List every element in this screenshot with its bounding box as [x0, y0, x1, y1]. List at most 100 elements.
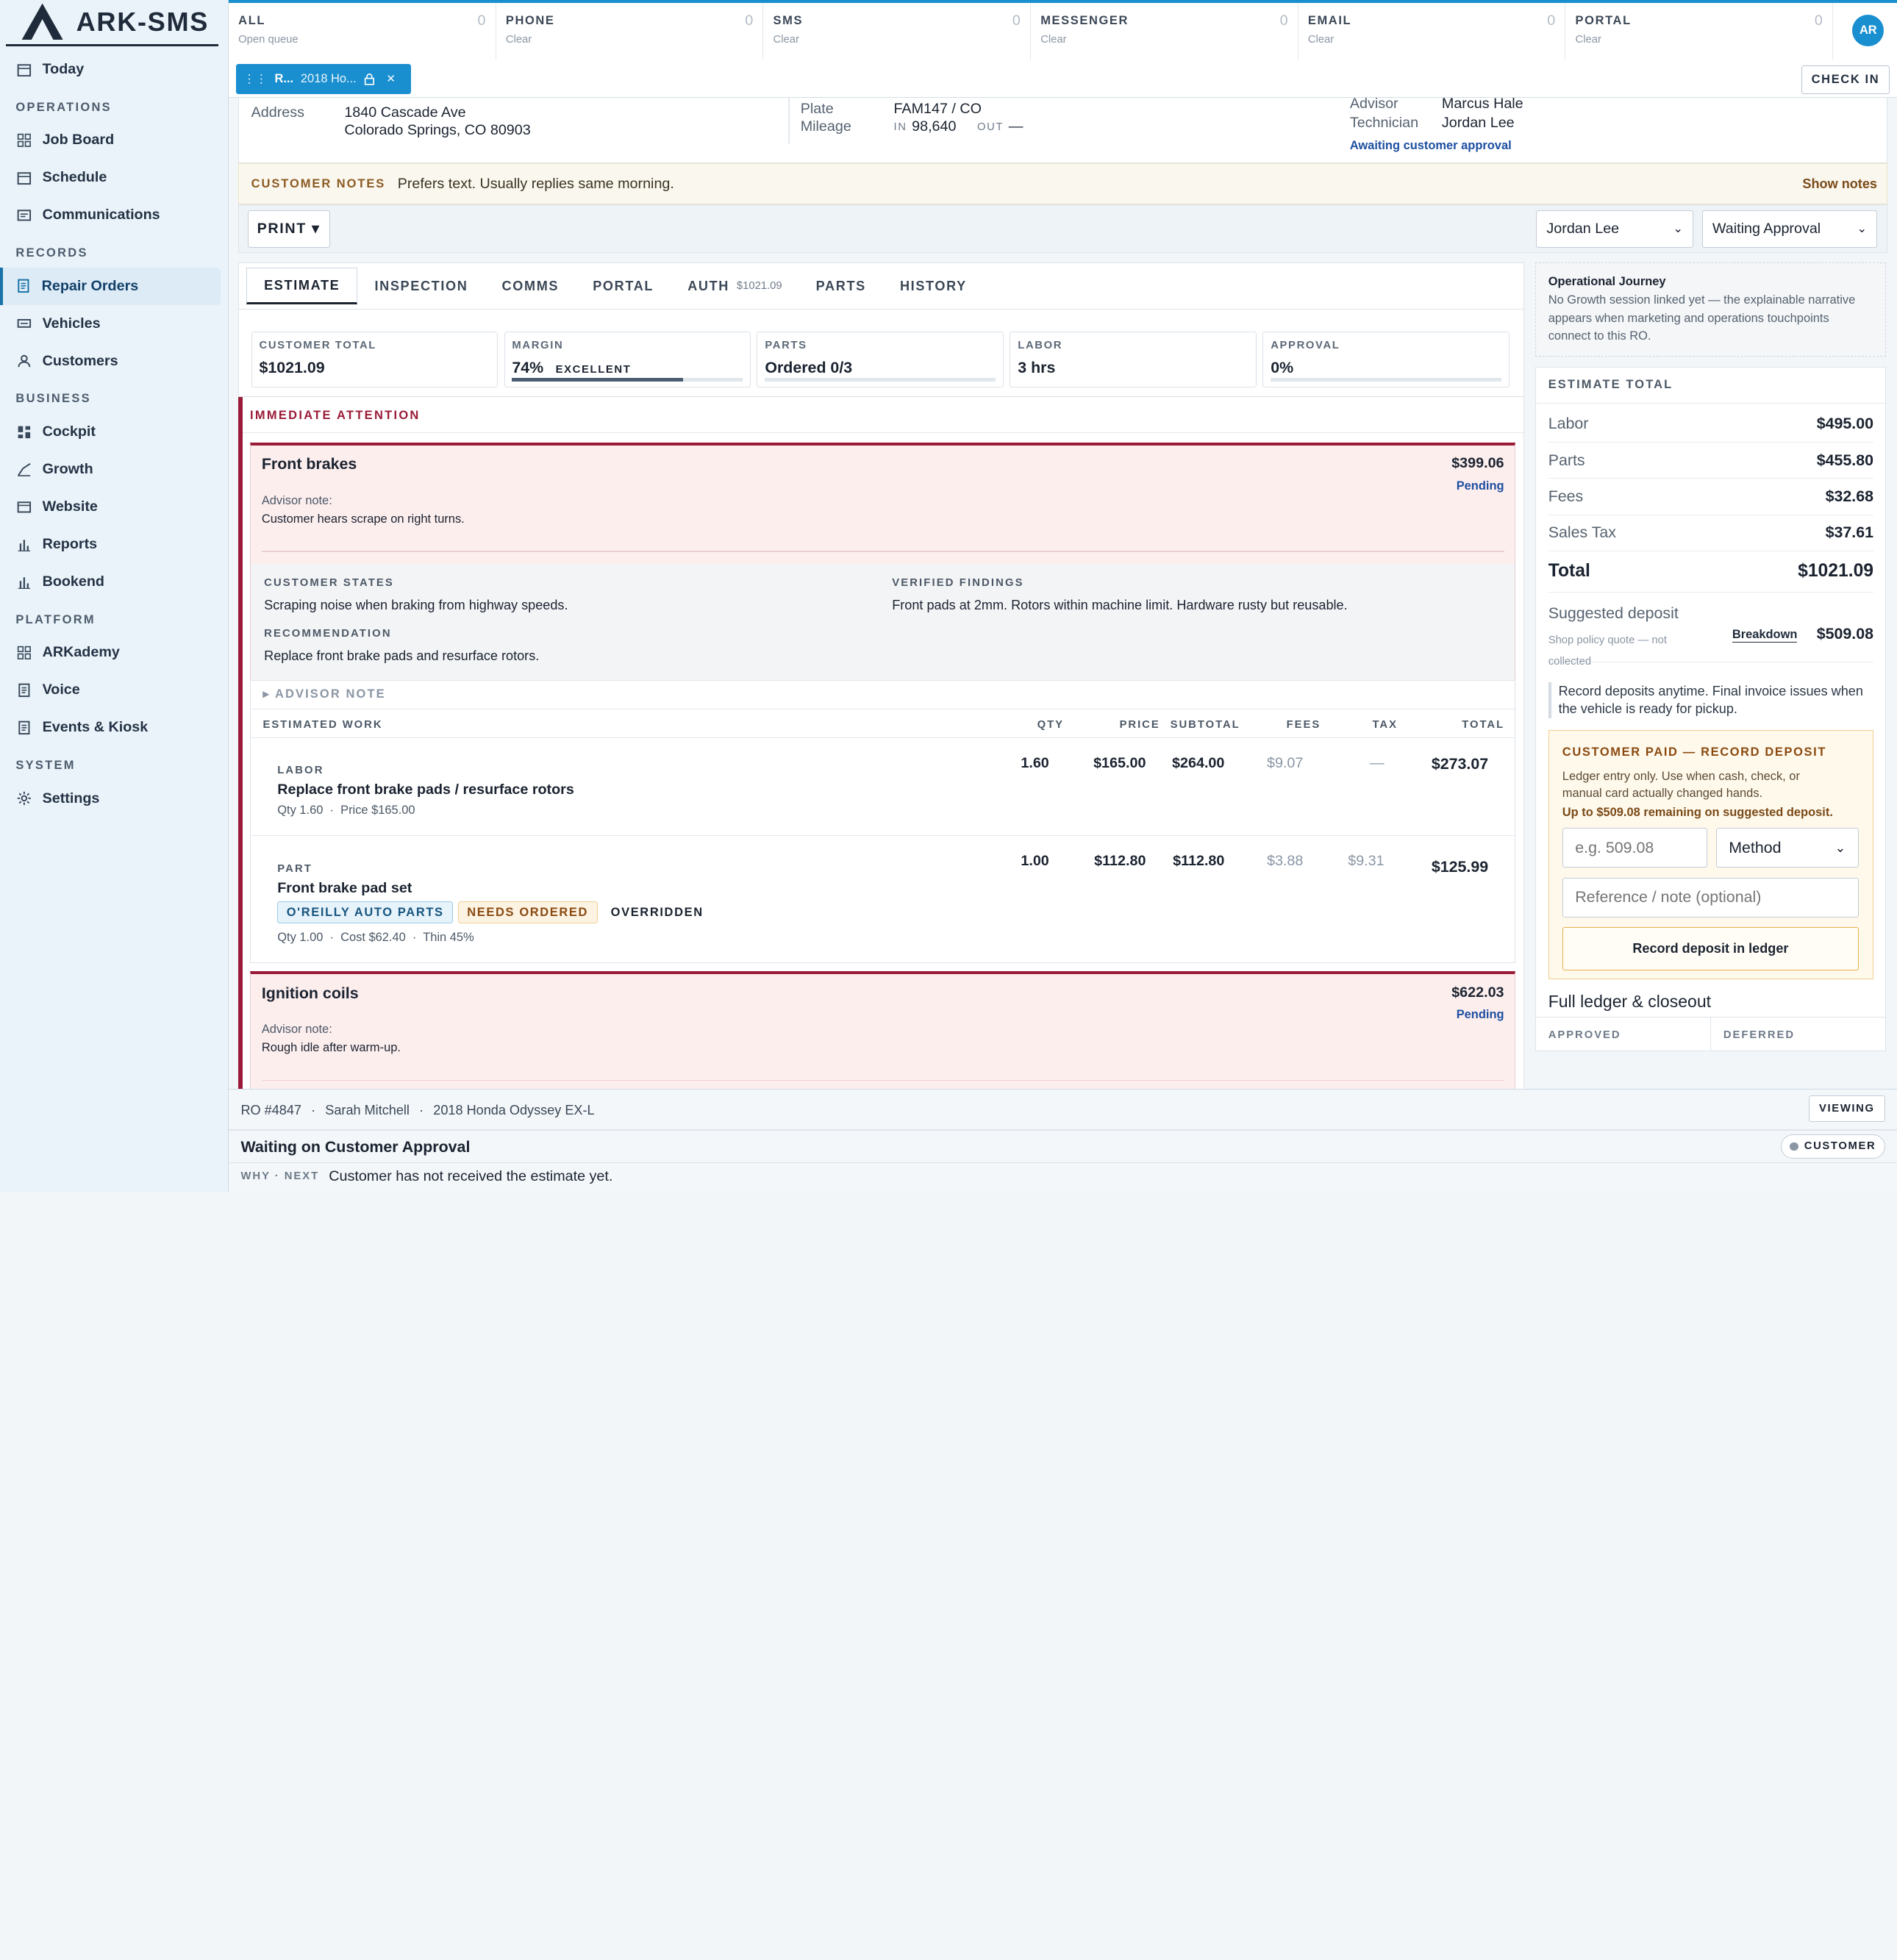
tab-label: COMMS	[501, 278, 560, 293]
technician-select[interactable]: Jordan Lee ⌄	[1536, 210, 1694, 248]
sidebar-item-job-board[interactable]: Job Board	[0, 121, 228, 159]
tab-label: AUTH	[687, 278, 730, 293]
check-in-button[interactable]: CHECK IN	[1801, 65, 1890, 95]
customer-states-text: Scraping noise when braking from highway…	[264, 597, 568, 612]
queue-tab-status: Clear	[773, 34, 799, 46]
advisor-note-toggle[interactable]: ▸ ADVISOR NOTE	[262, 687, 386, 701]
tab-portal[interactable]: PORTAL	[576, 268, 671, 304]
ro-status-link[interactable]: Awaiting customer approval	[1349, 139, 1512, 153]
queue-tabs: ALL Open queue 0 PHONE Clear 0 SMS Clear 0 MESSEN…	[229, 0, 1897, 61]
queue-tab-sms[interactable]: SMS Clear 0	[763, 3, 1032, 61]
full-ledger-link[interactable]: Full ledger & closeout	[1548, 991, 1712, 1011]
breakdown-link[interactable]: Breakdown	[1732, 627, 1798, 643]
user-avatar[interactable]: AR	[1852, 15, 1885, 47]
sidebar-item-growth[interactable]: Growth	[0, 451, 228, 488]
sidebar-item-cockpit[interactable]: Cockpit	[0, 413, 228, 451]
queue-tab-all[interactable]: ALL Open queue 0	[229, 3, 496, 61]
tab-estimate[interactable]: ESTIMATE	[246, 268, 358, 304]
record-deposit-remaining: Up to $509.08 remaining on suggested dep…	[1562, 806, 1833, 820]
show-notes-button[interactable]: Show notes	[1802, 176, 1877, 191]
payment-method-value: Method	[1729, 838, 1782, 856]
separator-dot: ·	[311, 1103, 316, 1118]
drag-handle-icon[interactable]: ⋮⋮	[243, 72, 268, 86]
sidebar-item-events-and-kiosk[interactable]: Events & Kiosk	[0, 709, 228, 746]
trend-icon	[17, 462, 32, 477]
mileage-in: 98,640	[912, 118, 957, 135]
queue-tab-messenger[interactable]: MESSENGER Clear 0	[1031, 3, 1298, 61]
tab-auth[interactable]: AUTH $1021.09	[671, 268, 799, 304]
sidebar-item-customers[interactable]: Customers	[0, 343, 228, 380]
table-row[interactable]: LABOR Replace front brake pads / resurfa…	[251, 737, 1515, 835]
job-title: Ignition coils	[261, 984, 359, 1002]
row-price: $112.80	[1094, 853, 1146, 870]
ro-vehicle: 2018 Honda Odyssey EX-L	[433, 1103, 595, 1118]
sidebar-item-today[interactable]: Today	[0, 51, 228, 88]
queue-tab-phone[interactable]: PHONE Clear 0	[496, 3, 764, 61]
bar-chart-icon	[17, 537, 32, 552]
queue-tab-label: ALL	[238, 13, 266, 27]
sidebar-item-voice[interactable]: Voice	[0, 671, 228, 709]
vendor-chip[interactable]: O'REILLY AUTO PARTS	[277, 901, 454, 923]
technician-value: Jordan Lee	[1441, 115, 1515, 132]
sidebar-item-label: Settings	[42, 790, 100, 806]
queue-tab-label: SMS	[773, 13, 804, 27]
sidebar-item-website[interactable]: Website	[0, 488, 228, 526]
record-deposit-button[interactable]: Record deposit in ledger	[1562, 927, 1859, 971]
approved-label: APPROVED	[1536, 1017, 1712, 1051]
tab-parts[interactable]: PARTS	[799, 268, 883, 304]
grid-icon	[17, 133, 32, 148]
total-line-labor: Labor $495.00	[1548, 406, 1874, 443]
brand-logo[interactable]: ARK-SMS	[6, 0, 218, 46]
row-qty: 1.00	[1021, 853, 1049, 870]
status-select[interactable]: Waiting Approval ⌄	[1701, 210, 1878, 248]
job-card[interactable]: Ignition coils $622.03 Pending Advisor n…	[250, 971, 1516, 1090]
ro-tab-label: R...	[274, 72, 294, 86]
total-line-label: Parts	[1548, 451, 1585, 469]
sidebar-item-arkademy[interactable]: ARKademy	[0, 634, 228, 671]
sidebar-item-reports[interactable]: Reports	[0, 526, 228, 563]
payment-method-select[interactable]: Method ⌄	[1715, 828, 1859, 868]
queue-tab-email[interactable]: EMAIL Clear 0	[1298, 3, 1566, 61]
job-findings: CUSTOMER STATES Scraping noise when brak…	[250, 563, 1516, 680]
sidebar-section-title: OPERATIONS	[15, 100, 112, 114]
total-line-value: $37.61	[1825, 523, 1874, 542]
row-total: $125.99	[1431, 858, 1489, 876]
queue-tab-portal[interactable]: PORTAL Clear 0	[1565, 3, 1834, 61]
customer-notes-text: Prefers text. Usually replies same morni…	[397, 175, 674, 192]
total-value: $1021.09	[1798, 561, 1874, 582]
job-status[interactable]: Pending	[1456, 1008, 1504, 1022]
metric-progress-bar	[1271, 378, 1502, 382]
sidebar-item-communications[interactable]: Communications	[0, 196, 228, 234]
table-row[interactable]: PART Front brake pad set O'REILLY AUTO P…	[251, 835, 1515, 961]
metric-label: PARTS	[765, 339, 807, 351]
tab-history[interactable]: HISTORY	[883, 268, 984, 304]
job-card[interactable]: Front brakes $399.06 Pending Advisor not…	[250, 443, 1516, 564]
print-button[interactable]: PRINT ▾	[247, 210, 330, 248]
queue-tab-status: Clear	[505, 34, 532, 46]
sidebar-item-schedule[interactable]: Schedule	[0, 159, 228, 196]
sidebar-item-vehicles[interactable]: Vehicles	[0, 305, 228, 343]
tab-inspection[interactable]: INSPECTION	[357, 268, 485, 304]
metric-value-text: Ordered 0/3	[765, 358, 853, 376]
customer-notes-label: CUSTOMER NOTES	[251, 176, 386, 190]
total-line-label: Labor	[1548, 415, 1589, 433]
sidebar-item-repair-orders[interactable]: Repair Orders	[0, 267, 221, 305]
total-line-parts: Parts $455.80	[1548, 443, 1874, 479]
approval-split: APPROVED DEFERRED	[1536, 1016, 1886, 1051]
deposit-amount-input[interactable]	[1562, 828, 1708, 868]
close-tab-icon[interactable]: ×	[386, 71, 396, 87]
row-subtotal: $264.00	[1172, 755, 1225, 772]
metric-progress-bar	[765, 378, 996, 382]
status-title: Waiting on Customer Approval	[240, 1137, 471, 1156]
sidebar-item-settings[interactable]: Settings	[0, 780, 228, 818]
job-status[interactable]: Pending	[1456, 479, 1504, 493]
total-line-label: Sales Tax	[1548, 523, 1616, 542]
deposit-reference-input[interactable]	[1562, 877, 1859, 918]
sidebar-item-bookend[interactable]: Bookend	[0, 563, 228, 601]
row-fees: $3.88	[1266, 853, 1304, 870]
total-line-sales-tax: Sales Tax $37.61	[1548, 515, 1874, 551]
viewing-badge[interactable]: VIEWING	[1808, 1095, 1885, 1123]
tab-comms[interactable]: COMMS	[485, 268, 576, 304]
open-ro-tab[interactable]: ⋮⋮ R... 2018 Ho... ×	[235, 64, 412, 95]
needs-ordered-chip[interactable]: NEEDS ORDERED	[457, 901, 598, 923]
